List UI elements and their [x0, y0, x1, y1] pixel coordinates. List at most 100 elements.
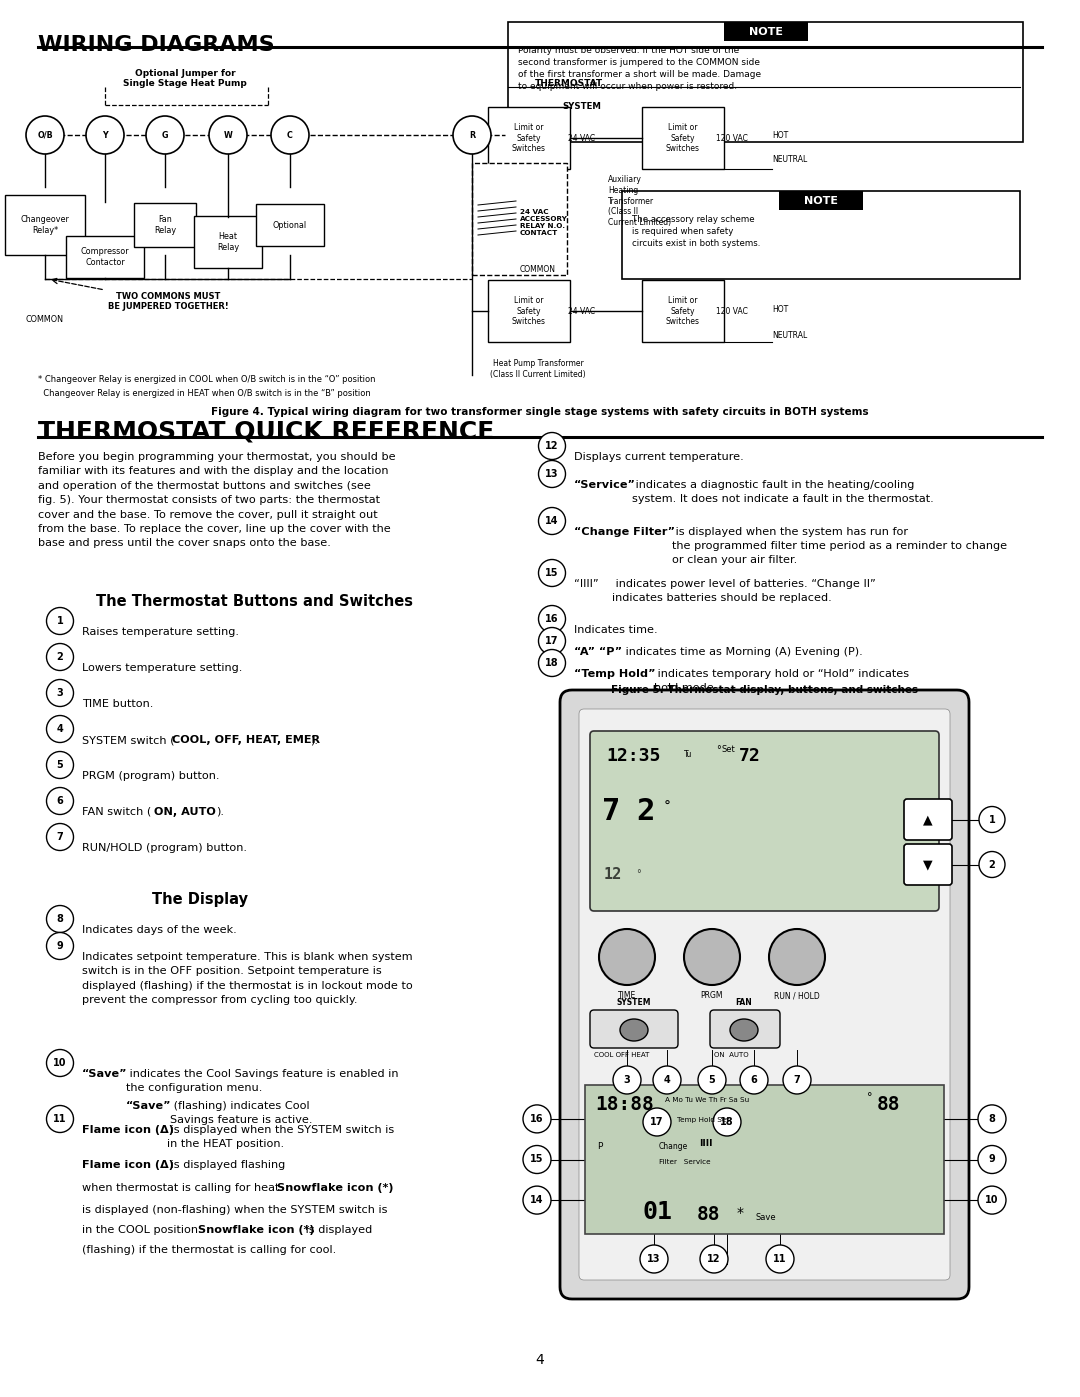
Text: A Mo Tu We Th Fr Sa Su: A Mo Tu We Th Fr Sa Su	[665, 1097, 750, 1104]
Text: 16: 16	[545, 615, 558, 624]
Text: WIRING DIAGRAMS: WIRING DIAGRAMS	[38, 35, 274, 54]
Text: 15: 15	[545, 569, 558, 578]
Text: is displayed (non-flashing) when the SYSTEM switch is: is displayed (non-flashing) when the SYS…	[82, 1206, 388, 1215]
Circle shape	[523, 1105, 551, 1133]
Text: 17: 17	[650, 1118, 664, 1127]
Text: SYSTEM: SYSTEM	[562, 102, 600, 110]
Text: Indicates days of the week.: Indicates days of the week.	[82, 925, 237, 935]
Circle shape	[783, 1066, 811, 1094]
Text: Figure 5. Thermostat display, buttons, and switches: Figure 5. Thermostat display, buttons, a…	[611, 685, 919, 694]
Text: 3: 3	[623, 1076, 631, 1085]
Text: NEUTRAL: NEUTRAL	[772, 331, 807, 339]
Text: Limit or
Safety
Switches: Limit or Safety Switches	[666, 296, 700, 326]
Text: Fan
Relay: Fan Relay	[154, 215, 176, 235]
Text: ON, AUTO: ON, AUTO	[154, 807, 216, 817]
Bar	[66, 236, 144, 278]
Circle shape	[640, 1245, 669, 1273]
Circle shape	[46, 1049, 73, 1077]
Text: 2: 2	[636, 798, 654, 826]
Text: FAN: FAN	[735, 997, 753, 1007]
Text: 88: 88	[877, 1095, 901, 1113]
Bar	[5, 196, 85, 256]
Text: Flame icon (Δ): Flame icon (Δ)	[82, 1125, 174, 1134]
Text: 12: 12	[707, 1255, 720, 1264]
Text: 12: 12	[545, 441, 558, 451]
Text: is displayed: is displayed	[302, 1225, 373, 1235]
Text: THERMOSTAT: THERMOSTAT	[535, 80, 603, 88]
Text: “IIII”: “IIII”	[573, 578, 598, 590]
Circle shape	[978, 852, 1005, 877]
Text: NEUTRAL: NEUTRAL	[772, 155, 807, 163]
Text: 7: 7	[602, 798, 620, 826]
Text: °: °	[664, 800, 671, 814]
Text: “Save”: “Save”	[82, 1069, 127, 1078]
Text: Snowflake icon (*): Snowflake icon (*)	[198, 1225, 314, 1235]
Text: 1: 1	[56, 616, 64, 626]
Bar	[642, 108, 724, 169]
Circle shape	[766, 1245, 794, 1273]
FancyBboxPatch shape	[904, 844, 951, 886]
Circle shape	[643, 1108, 671, 1136]
Text: 10: 10	[53, 1058, 67, 1067]
Text: 120 VAC: 120 VAC	[716, 134, 748, 142]
Text: Figure 4. Typical wiring diagram for two transformer single stage systems with s: Figure 4. Typical wiring diagram for two…	[212, 407, 868, 416]
Circle shape	[453, 116, 491, 154]
Text: Limit or
Safety
Switches: Limit or Safety Switches	[512, 123, 546, 152]
Text: 13: 13	[647, 1255, 661, 1264]
Text: 6: 6	[56, 796, 64, 806]
Text: 13: 13	[545, 469, 558, 479]
Circle shape	[210, 116, 247, 154]
Text: ▲: ▲	[923, 813, 933, 826]
Text: ).: ).	[310, 735, 318, 745]
Text: Changeover Relay is energized in HEAT when O/B switch is in the “B” position: Changeover Relay is energized in HEAT wh…	[38, 388, 370, 398]
Circle shape	[523, 1146, 551, 1173]
Text: (flashing) if the thermostat is calling for cool.: (flashing) if the thermostat is calling …	[82, 1245, 336, 1255]
Ellipse shape	[620, 1018, 648, 1041]
FancyBboxPatch shape	[904, 799, 951, 840]
Text: is displayed flashing: is displayed flashing	[167, 1160, 285, 1171]
Circle shape	[46, 752, 73, 778]
Text: 14: 14	[545, 515, 558, 527]
Text: 5: 5	[56, 760, 64, 770]
Text: Heat
Relay: Heat Relay	[217, 232, 239, 251]
Circle shape	[523, 1186, 551, 1214]
Text: Y: Y	[103, 130, 108, 140]
Text: Tu: Tu	[684, 750, 692, 759]
Circle shape	[46, 715, 73, 742]
Text: in the COOL position.: in the COOL position.	[82, 1225, 205, 1235]
Text: 4: 4	[663, 1076, 671, 1085]
Text: 8: 8	[988, 1113, 996, 1125]
Text: SYSTEM: SYSTEM	[617, 997, 651, 1007]
Text: 01: 01	[642, 1200, 672, 1224]
Text: Indicates setpoint temperature. This is blank when system
switch is in the OFF p: Indicates setpoint temperature. This is …	[82, 951, 413, 1006]
Text: 12: 12	[604, 868, 622, 882]
Text: 7: 7	[56, 833, 64, 842]
Text: 2: 2	[56, 652, 64, 662]
Text: NOTE: NOTE	[748, 27, 783, 36]
Text: R: R	[469, 130, 475, 140]
Text: 24 VAC
ACCESSORY
RELAY N.O.
CONTACT: 24 VAC ACCESSORY RELAY N.O. CONTACT	[519, 208, 568, 236]
Circle shape	[46, 644, 73, 671]
Text: 1: 1	[988, 814, 996, 824]
Text: (flashing) indicates Cool
Savings feature is active.: (flashing) indicates Cool Savings featur…	[170, 1101, 312, 1125]
Circle shape	[713, 1108, 741, 1136]
Text: 10: 10	[985, 1194, 999, 1206]
Text: 16: 16	[530, 1113, 543, 1125]
Text: Before you begin programming your thermostat, you should be
familiar with its fe: Before you begin programming your thermo…	[38, 453, 395, 549]
Text: Displays current temperature.: Displays current temperature.	[573, 453, 744, 462]
Text: COMMON: COMMON	[519, 264, 556, 274]
Text: The Thermostat Buttons and Switches: The Thermostat Buttons and Switches	[96, 594, 414, 609]
Circle shape	[978, 806, 1005, 833]
Circle shape	[46, 788, 73, 814]
Circle shape	[539, 461, 566, 488]
Text: indicates power level of batteries. “Change II”
indicates batteries should be re: indicates power level of batteries. “Cha…	[612, 578, 876, 604]
Text: O/B: O/B	[37, 130, 53, 140]
Text: 2: 2	[988, 859, 996, 869]
FancyBboxPatch shape	[579, 710, 950, 1280]
FancyBboxPatch shape	[590, 731, 939, 911]
Circle shape	[978, 1105, 1005, 1133]
Circle shape	[769, 929, 825, 985]
FancyBboxPatch shape	[561, 690, 969, 1299]
Text: The accessory relay scheme
is required when safety
circuits exist in both system: The accessory relay scheme is required w…	[632, 215, 760, 249]
Text: “A” “P”: “A” “P”	[573, 647, 622, 657]
